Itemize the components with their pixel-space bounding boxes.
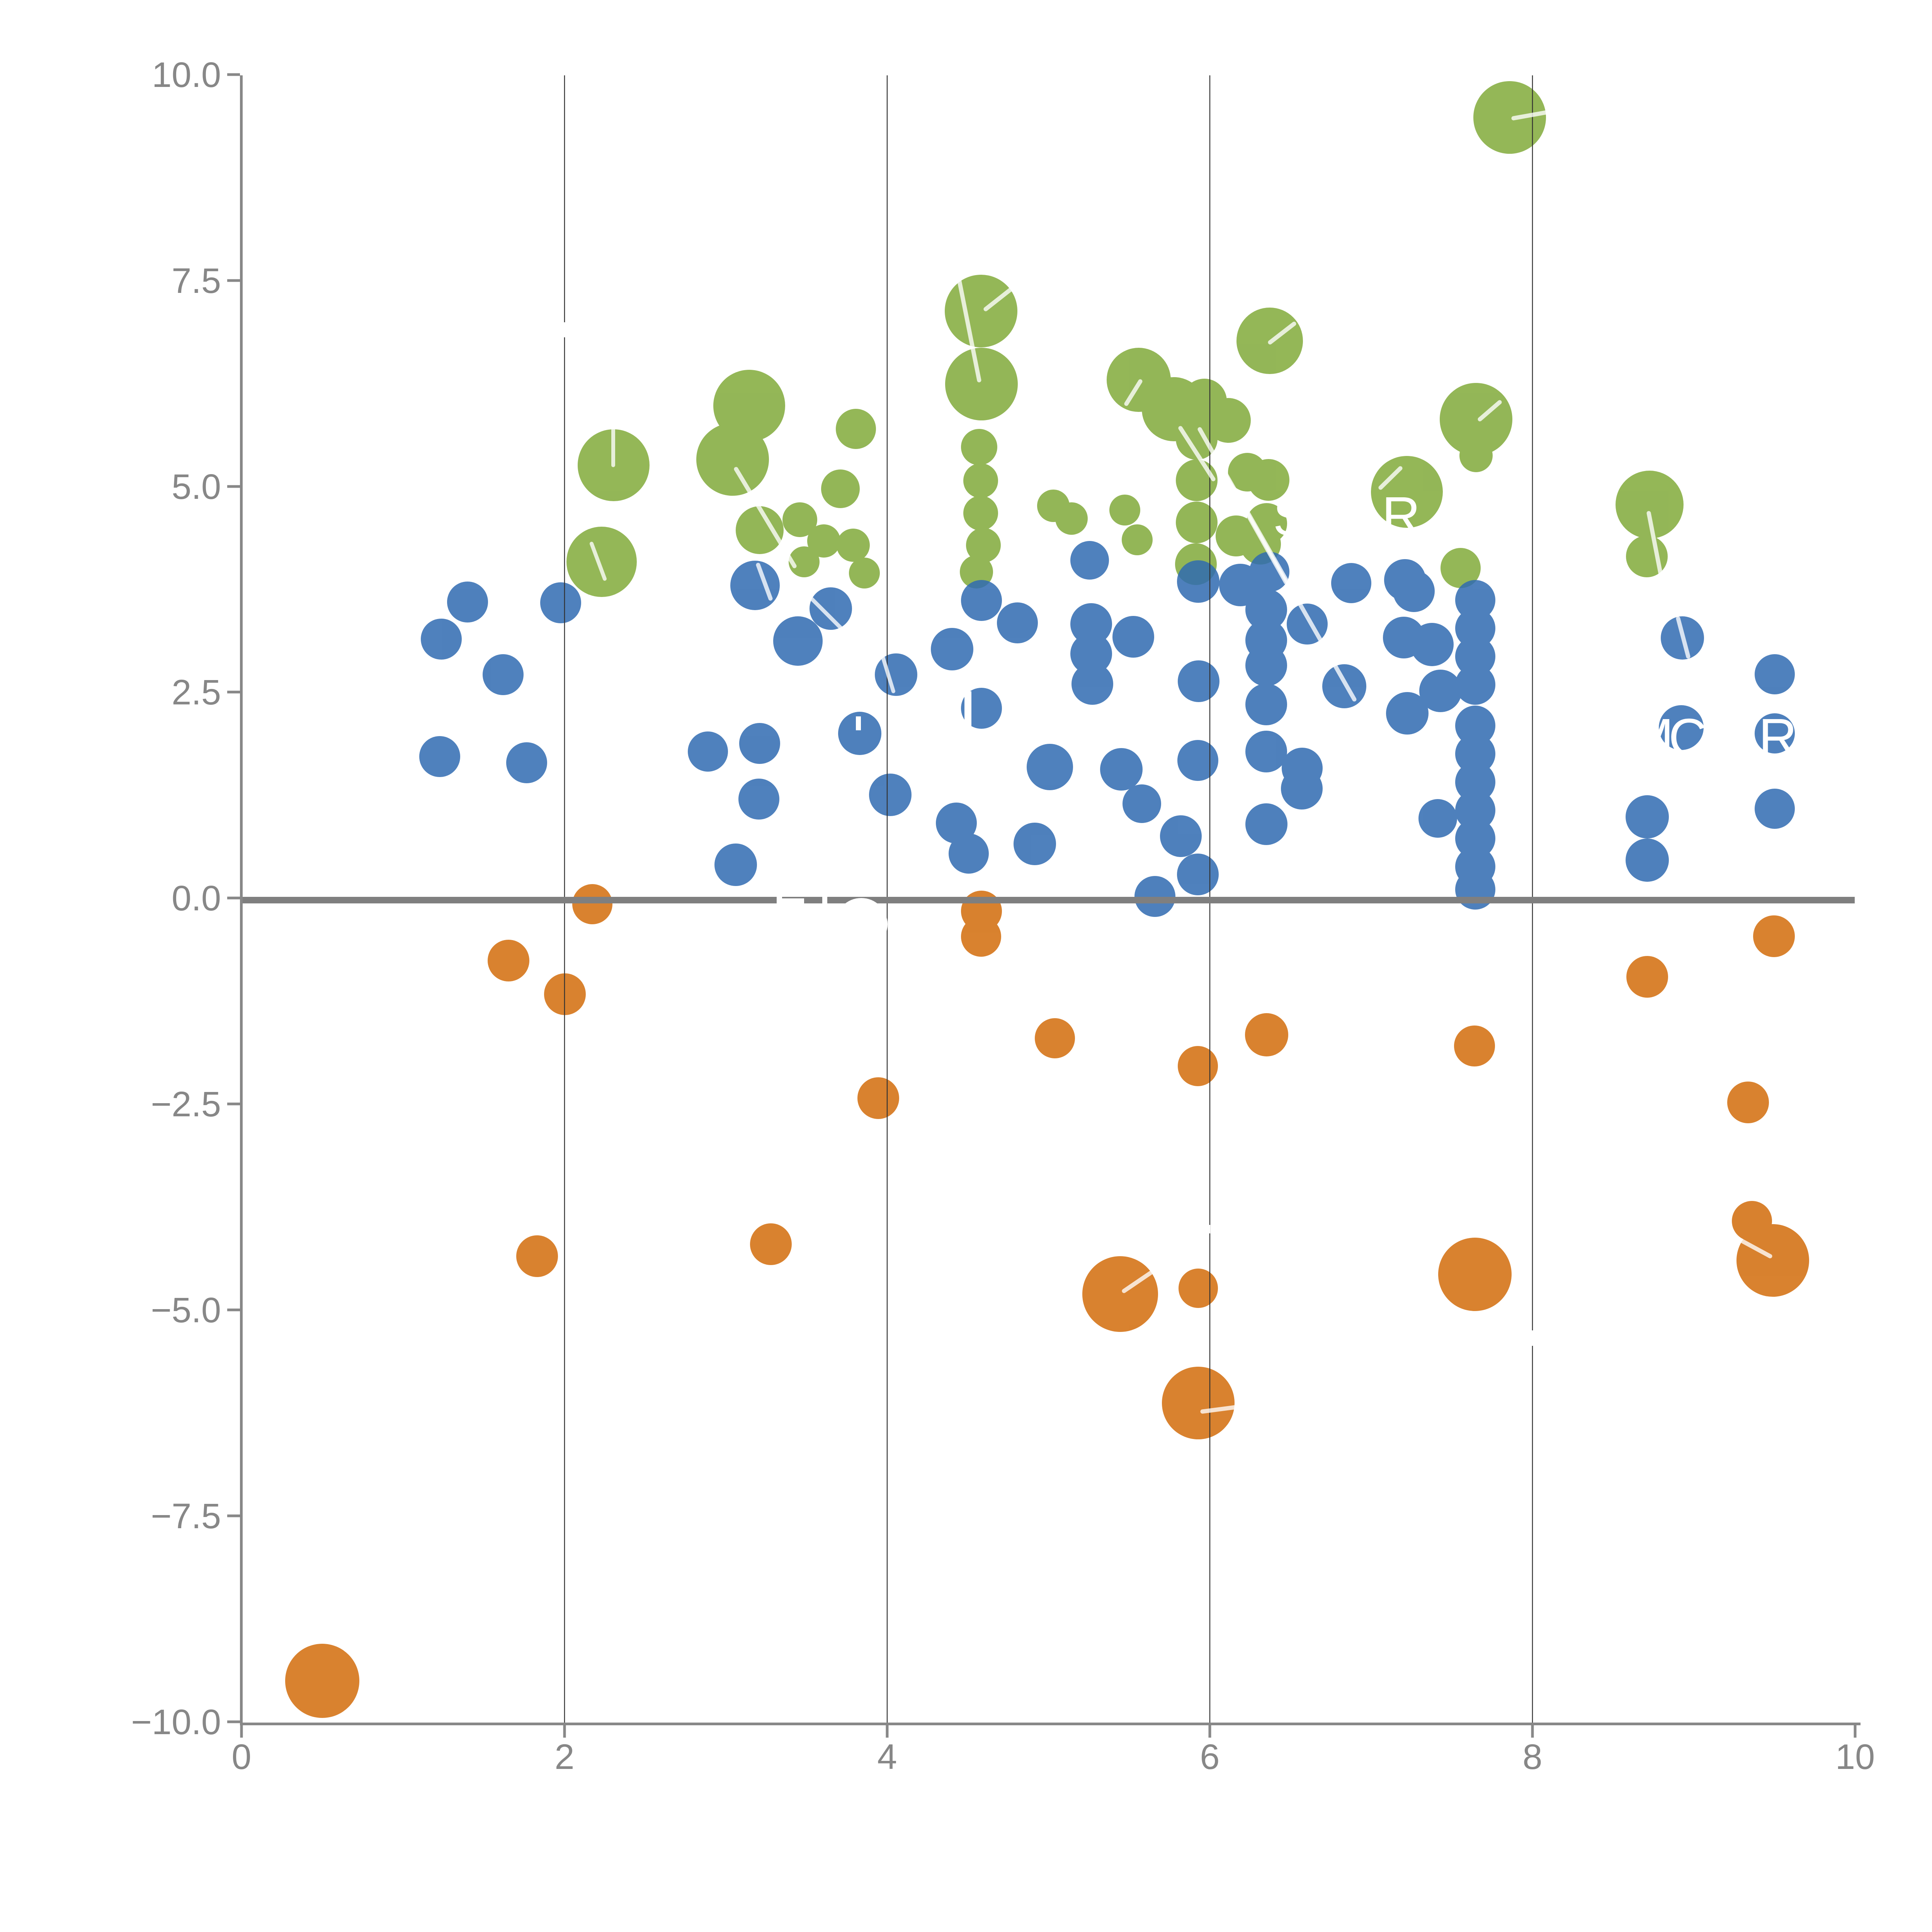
svg-text:−10.0: −10.0 xyxy=(131,1702,221,1742)
svg-text:6: 6 xyxy=(1200,1737,1219,1777)
svg-text:0: 0 xyxy=(231,1737,251,1777)
svg-text:5.0: 5.0 xyxy=(172,467,221,507)
svg-text:−2.5: −2.5 xyxy=(151,1085,221,1124)
svg-text:−5.0: −5.0 xyxy=(151,1291,221,1330)
svg-text:R: R xyxy=(1382,486,1420,546)
svg-text:7.5: 7.5 xyxy=(172,261,221,301)
svg-text:M: M xyxy=(1629,708,1674,767)
svg-text:R: R xyxy=(1759,708,1797,767)
svg-text:0.0: 0.0 xyxy=(172,879,221,918)
svg-text:8: 8 xyxy=(1522,1737,1542,1777)
svg-text:C: C xyxy=(1668,708,1707,767)
svg-text:S: S xyxy=(1273,488,1308,546)
svg-text:10: 10 xyxy=(1835,1737,1875,1777)
svg-text:−7.5: −7.5 xyxy=(151,1497,221,1536)
svg-text:4: 4 xyxy=(877,1737,897,1777)
svg-text:2.5: 2.5 xyxy=(172,673,221,712)
svg-text:2: 2 xyxy=(554,1737,574,1777)
svg-text:10.0: 10.0 xyxy=(152,55,221,95)
